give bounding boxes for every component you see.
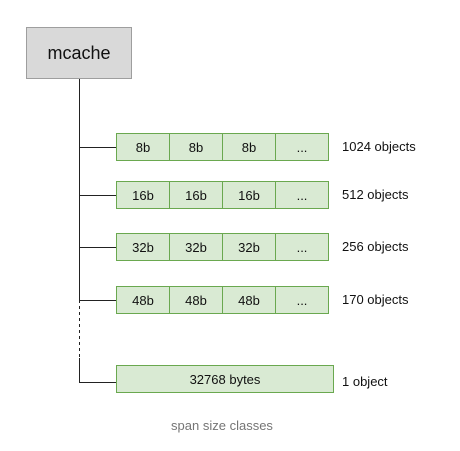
span-cell: 8b: [116, 133, 170, 161]
large-span-cell: 32768 bytes: [116, 365, 334, 393]
span-cell: 48b: [222, 286, 276, 314]
span-cell-ellipsis: ...: [275, 133, 329, 161]
object-count: 1 object: [342, 374, 388, 389]
span-row-48b: 48b 48b 48b ...: [116, 286, 329, 314]
span-row-8b: 8b 8b 8b ...: [116, 133, 329, 161]
object-count: 170 objects: [342, 292, 409, 307]
span-cell: 32b: [116, 233, 170, 261]
span-cell: 32b: [222, 233, 276, 261]
object-count: 1024 objects: [342, 139, 416, 154]
span-cell-ellipsis: ...: [275, 233, 329, 261]
diagram-caption: span size classes: [171, 418, 273, 433]
span-row-large: 32768 bytes: [116, 365, 334, 393]
mcache-label: mcache: [47, 42, 111, 63]
span-cell: 16b: [116, 181, 170, 209]
object-count: 256 objects: [342, 239, 409, 254]
span-cell: 16b: [222, 181, 276, 209]
span-cell-ellipsis: ...: [275, 181, 329, 209]
span-row-16b: 16b 16b 16b ...: [116, 181, 329, 209]
span-cell: 16b: [169, 181, 223, 209]
span-cell: 32b: [169, 233, 223, 261]
span-cell-ellipsis: ...: [275, 286, 329, 314]
span-row-32b: 32b 32b 32b ...: [116, 233, 329, 261]
span-cell: 48b: [169, 286, 223, 314]
object-count: 512 objects: [342, 187, 409, 202]
span-cell: 48b: [116, 286, 170, 314]
span-cell: 8b: [169, 133, 223, 161]
span-cell: 8b: [222, 133, 276, 161]
mcache-box: mcache: [26, 27, 132, 79]
